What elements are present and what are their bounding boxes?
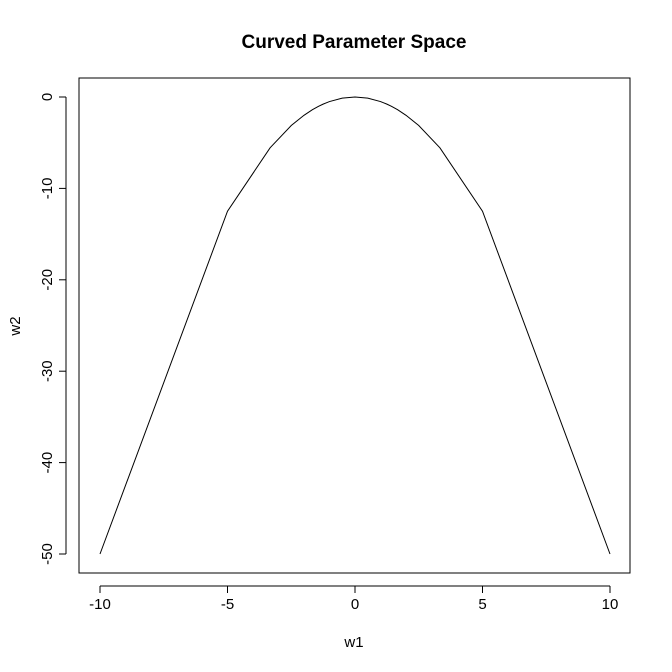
y-tick-label: -10 — [39, 178, 56, 200]
x-axis-label: w1 — [343, 634, 363, 651]
y-axis: 0 -10 -20 -30 -40 -50 — [39, 93, 67, 565]
y-tick-label: -50 — [39, 543, 56, 565]
series-line — [99, 96, 611, 555]
plot-box — [78, 77, 631, 574]
x-tick-label: -10 — [89, 596, 111, 613]
x-tick-label: -5 — [221, 596, 234, 613]
x-tick-label: 10 — [602, 596, 619, 613]
chart-title: Curved Parameter Space — [242, 32, 467, 53]
x-tick-label: 5 — [478, 596, 486, 613]
y-tick-label: -30 — [39, 360, 56, 382]
y-tick-label: -40 — [39, 452, 56, 474]
x-tick-label: 0 — [351, 596, 359, 613]
y-tick-label: 0 — [39, 93, 56, 101]
y-tick-label: -20 — [39, 269, 56, 291]
y-axis-label: w2 — [7, 316, 24, 336]
x-axis: -10 -5 0 5 10 — [89, 585, 619, 613]
series-layer — [99, 96, 611, 555]
